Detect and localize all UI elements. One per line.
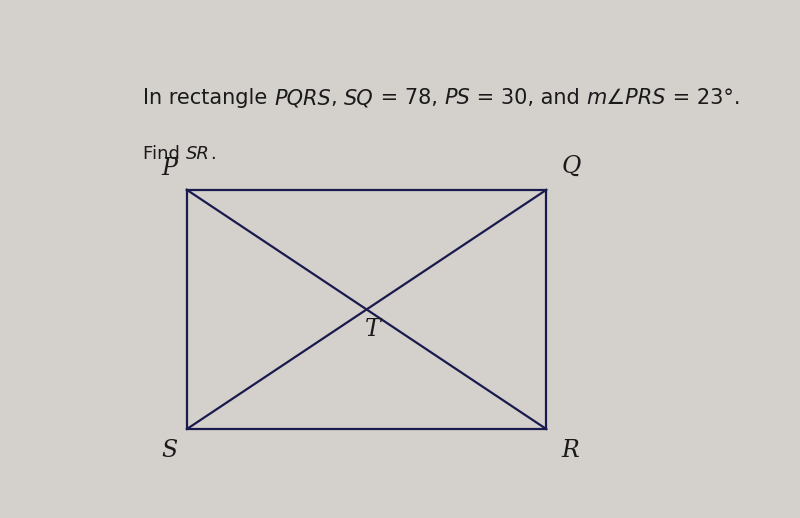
Text: P: P [162, 157, 178, 180]
Text: = 23°.: = 23°. [666, 88, 741, 108]
Text: R: R [562, 439, 579, 462]
Text: = 30, and: = 30, and [470, 88, 586, 108]
Text: ,: , [331, 88, 344, 108]
Text: S: S [162, 439, 178, 462]
Text: SR: SR [186, 145, 210, 163]
Text: m∠PRS: m∠PRS [586, 88, 666, 108]
Text: In rectangle: In rectangle [143, 88, 274, 108]
Text: T: T [365, 318, 381, 341]
Text: .: . [210, 145, 216, 163]
Text: SQ: SQ [344, 88, 374, 108]
Text: PS: PS [445, 88, 470, 108]
Text: Q: Q [562, 155, 581, 178]
Text: PQRS: PQRS [274, 88, 331, 108]
Text: = 78,: = 78, [374, 88, 445, 108]
Text: Find: Find [143, 145, 186, 163]
